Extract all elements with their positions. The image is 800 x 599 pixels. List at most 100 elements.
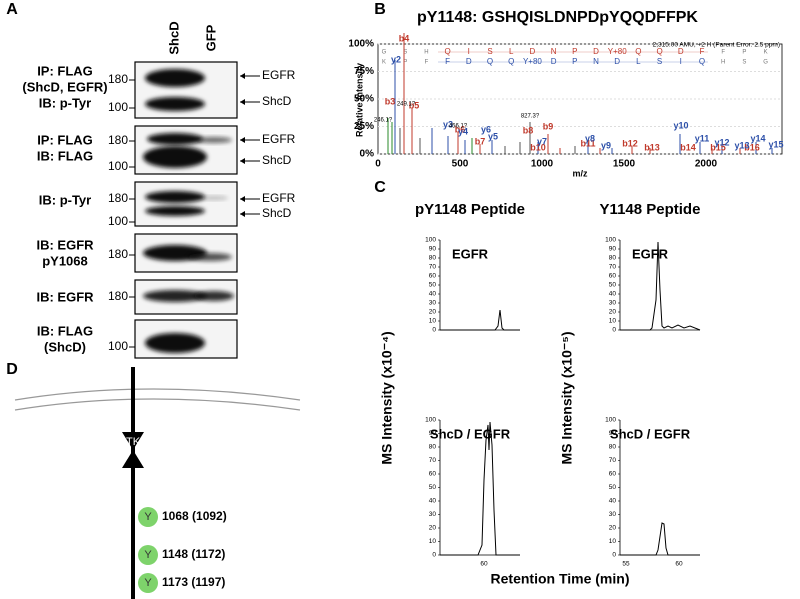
ion-label: b4 — [399, 33, 410, 43]
ion-label: y2 — [391, 54, 401, 64]
y-tick-label: 50 — [429, 484, 437, 491]
x-tick-label: 1000 — [531, 159, 554, 170]
ion-label: y10 — [673, 120, 688, 130]
sequence-residue: Y+80 — [608, 47, 627, 56]
y-tick-label: 100 — [605, 237, 616, 244]
y-tick-label: 40 — [429, 291, 437, 298]
y-tick-label: 0 — [432, 552, 436, 559]
ion-label: b8 — [523, 125, 534, 135]
sequence-residue: N — [593, 57, 599, 66]
axis-label: Relative Intensity — [354, 63, 364, 137]
spectrum-info: 2,315.00 AMU, +2 H (Parent Error: 2.5 pp… — [653, 42, 780, 49]
mw-marker: 100 — [108, 214, 128, 228]
sequence-residue: Q — [699, 57, 705, 66]
sequence-residue: S — [742, 60, 746, 66]
site-label: 1068 (1092) — [162, 509, 227, 523]
y-tick-label: 100 — [605, 417, 616, 424]
y-tick-label: 40 — [609, 498, 617, 505]
axis-label: Retention Time (min) — [491, 571, 630, 587]
x-tick-label: 1500 — [613, 159, 636, 170]
y-tick-label: 90 — [609, 246, 617, 253]
sequence-residue: S — [403, 50, 407, 56]
sequence-residue: I — [468, 47, 470, 56]
sequence-residue: K — [382, 60, 386, 66]
y-tick-label: 10 — [429, 538, 437, 545]
sequence-residue: S — [487, 47, 492, 56]
domain-label: TK — [126, 436, 141, 448]
y-tick-label: 20 — [609, 525, 617, 532]
blot — [134, 181, 238, 227]
sequence-residue: H — [424, 50, 428, 56]
sequence-residue: P — [742, 50, 746, 56]
sequence-residue: I — [680, 57, 682, 66]
sequence-residue: G — [763, 60, 768, 66]
y-tick-label: 25% — [354, 121, 374, 132]
mw-marker: 180 — [108, 133, 128, 147]
ion-label: y5 — [488, 131, 498, 141]
x-tick-label: 60 — [675, 561, 683, 568]
sequence-residue: P — [403, 60, 407, 66]
ion-label: b3 — [385, 96, 396, 106]
ion-label: y15 — [768, 139, 783, 149]
ion-label: b12 — [622, 138, 638, 148]
row-label: IB: p-Tyr — [39, 95, 91, 110]
sequence-residue: D — [678, 47, 684, 56]
y-tick-label: 40 — [609, 291, 617, 298]
ion-label: y3 — [443, 119, 453, 129]
sequence-residue: D — [530, 47, 536, 56]
band-label: EGFR — [262, 132, 296, 146]
y-tick-label: 90 — [429, 430, 437, 437]
x-tick-label: 55 — [622, 561, 630, 568]
sequence-residue: D — [593, 47, 599, 56]
y-tick-label: 0 — [612, 327, 616, 334]
column-header: GFP — [203, 24, 218, 51]
mw-marker: 180 — [108, 72, 128, 86]
ion-label: y8 — [585, 133, 595, 143]
column-header: ShcD — [166, 21, 181, 54]
ion-label: y7 — [537, 136, 547, 146]
y-tick-label: 0 — [612, 552, 616, 559]
ion-label: b5 — [409, 100, 420, 110]
kinase-domain — [122, 432, 144, 468]
panel-label: C — [374, 179, 386, 196]
ion-label: b10 — [530, 142, 546, 152]
plot-title: EGFR — [452, 246, 489, 261]
y-tick-label: 70 — [429, 264, 437, 271]
ion-label: y9 — [601, 140, 611, 150]
y-tick-label: 30 — [429, 300, 437, 307]
y-tick-label: 60 — [609, 273, 617, 280]
y-tick-label: 10 — [609, 538, 617, 545]
arrow-head — [240, 196, 245, 202]
sequence-residue: F — [445, 57, 450, 66]
ion-label: b9 — [543, 121, 554, 131]
ion-label: b15 — [710, 142, 726, 152]
y-tick-label: 20 — [429, 525, 437, 532]
ion-label: y13 — [734, 140, 749, 150]
axis-label: MS Intensity (x10⁻⁵) — [559, 332, 575, 465]
y-tick-label: 80 — [609, 255, 617, 262]
panel-label: A — [6, 1, 18, 18]
band — [145, 97, 205, 111]
sequence-residue: Q — [487, 57, 493, 66]
y-tick-label: 0% — [360, 149, 375, 160]
y-tick-label: 100% — [348, 39, 374, 50]
sequence-residue: H — [721, 60, 725, 66]
band-label: ShcD — [262, 94, 292, 108]
sequence-residue: P — [572, 47, 577, 56]
ion-label: y11 — [695, 133, 710, 143]
column-title: pY1148 Peptide — [415, 201, 525, 218]
mw-marker: 100 — [108, 159, 128, 173]
sequence-residue: Y+80 — [523, 57, 542, 66]
ion-label: b6 — [455, 124, 466, 134]
y-tick-label: 50% — [354, 94, 374, 105]
column-title: Y1148 Peptide — [600, 201, 701, 218]
y-tick-label: 50 — [609, 282, 617, 289]
band — [147, 133, 203, 145]
band-label: EGFR — [262, 68, 296, 82]
ion-label: y14 — [750, 133, 765, 143]
band-label: EGFR — [262, 191, 296, 205]
band — [145, 206, 205, 216]
sequence-residue: N — [551, 47, 557, 56]
